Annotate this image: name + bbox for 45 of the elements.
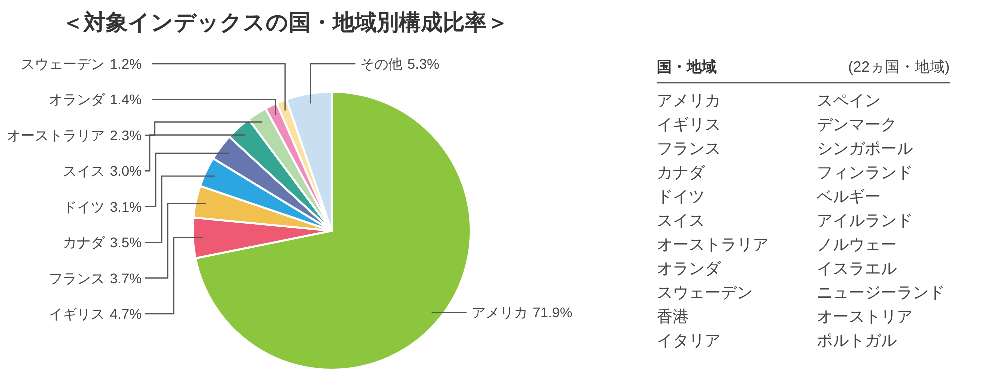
category-label: アメリカ: [657, 93, 721, 110]
slice-label: イギリス: [49, 306, 106, 322]
category-label: スペイン: [817, 93, 881, 110]
category-label: フィンランド: [817, 165, 913, 182]
slice-label: その他: [360, 56, 403, 72]
category-label: ベルギー: [817, 188, 881, 206]
category-label: カナダ: [657, 165, 706, 182]
slice-label: アメリカ: [472, 304, 528, 321]
category-label: フランス: [657, 141, 721, 158]
category-label: ニュージーランド: [817, 285, 945, 302]
text: (22ヵ国・地域): [848, 59, 950, 76]
category-label: アイルランド: [817, 213, 913, 230]
category-label: オランダ: [657, 261, 722, 278]
slice-label: スイス: [63, 163, 106, 180]
category-label: オーストラリア: [657, 237, 769, 254]
category-label: イスラエル: [817, 261, 897, 278]
category-label: イタリア: [657, 333, 721, 350]
data-label: 3.1%: [110, 198, 142, 215]
category-label: スイス: [657, 213, 705, 230]
data-label: 1.4%: [110, 92, 142, 108]
data-label: 3.7%: [110, 270, 142, 286]
data-label: 71.9%: [532, 304, 573, 321]
category-label: ノルウェー: [817, 237, 897, 254]
category-label: イギリス: [657, 116, 721, 134]
slice-label: オランダ: [49, 92, 106, 108]
slice-label: オーストラリア: [7, 127, 106, 144]
data-label: 5.3%: [408, 56, 440, 72]
data-label: 1.2%: [110, 56, 142, 72]
category-label: オーストリア: [817, 309, 913, 326]
slice-label: フランス: [49, 270, 106, 286]
slice-label: ドイツ: [63, 198, 106, 215]
data-label: 2.3%: [110, 127, 142, 144]
slice-label: カナダ: [63, 234, 106, 251]
slice-label: スウェーデン: [21, 56, 106, 72]
data-label: 3.5%: [110, 234, 142, 251]
category-label: シンガポール: [817, 141, 913, 158]
category-label: ポルトガル: [817, 333, 897, 350]
text: 国・地域: [657, 59, 717, 76]
data-label: 4.7%: [110, 306, 142, 322]
data-label: 3.0%: [110, 163, 142, 180]
category-label: デンマーク: [817, 117, 897, 134]
category-label: ドイツ: [657, 189, 705, 206]
category-label: 香港: [657, 308, 689, 326]
category-label: スウェーデン: [657, 285, 753, 302]
chart-title: ＜対象インデックスの国・地域別構成比率＞: [62, 10, 509, 35]
